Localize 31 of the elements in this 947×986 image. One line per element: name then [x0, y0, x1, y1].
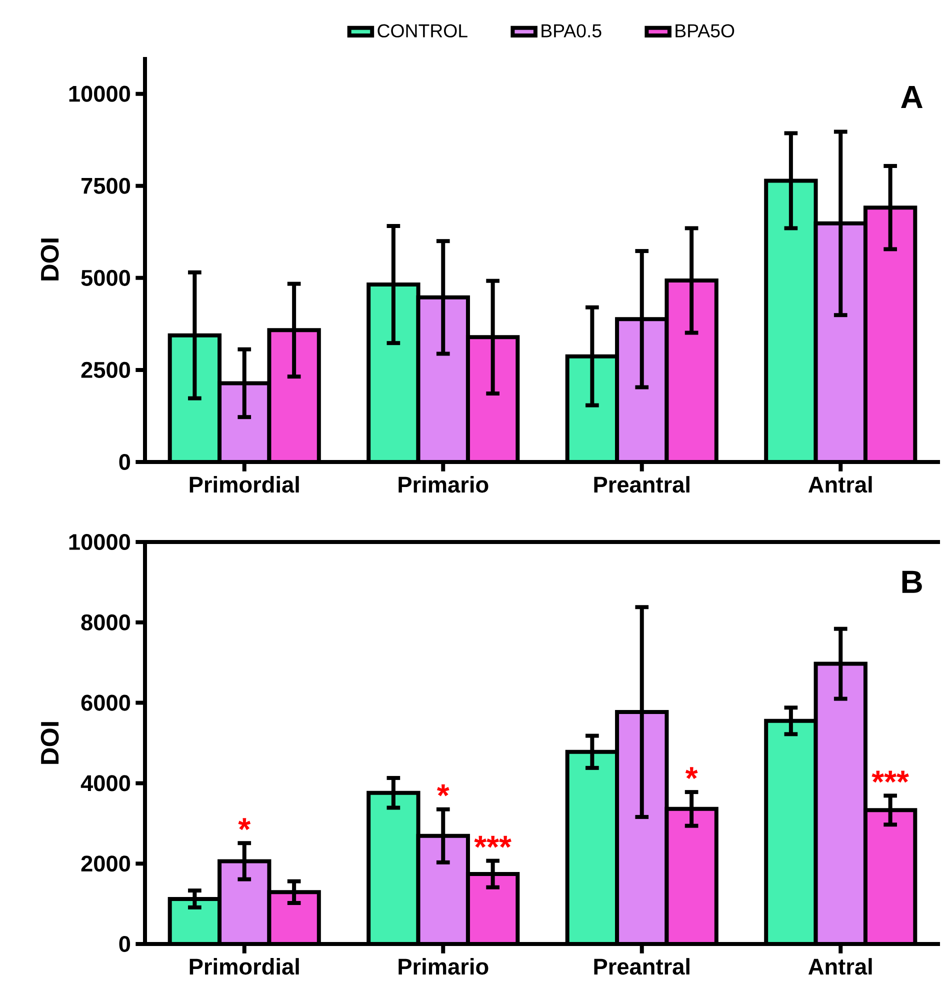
- y-tick-label: 7500: [82, 178, 130, 194]
- x-tick-label: Primordial: [190, 958, 299, 975]
- y-tick-label: 0: [119, 454, 130, 470]
- x-tick-label: Preantral: [594, 476, 690, 493]
- annotation: ***: [872, 770, 909, 783]
- legend-label: BPA0.5: [542, 24, 602, 38]
- y-tick-label: 0: [119, 936, 130, 952]
- y-tick-label: 10000: [69, 86, 130, 102]
- annotation: *: [436, 784, 450, 796]
- y-tick-label: 5000: [81, 270, 130, 286]
- x-tick-label: Primordial: [190, 476, 299, 493]
- x-tick-label: Primario: [398, 958, 488, 975]
- x-tick-label: Preantral: [594, 958, 690, 975]
- y-tick-label: 2000: [81, 856, 130, 872]
- y-tick-label: 4000: [80, 775, 130, 792]
- y-axis-title: DOI: [40, 722, 59, 764]
- annotation: ***: [474, 836, 512, 848]
- annotation: A: [901, 86, 923, 108]
- annotation: *: [685, 767, 698, 780]
- legend-label: BPA5O: [676, 24, 734, 38]
- x-tick-label: Antral: [808, 476, 872, 493]
- y-tick-label: 8000: [81, 614, 130, 630]
- y-tick-label: 6000: [81, 694, 130, 711]
- y-axis-title: DOI: [40, 238, 59, 280]
- y-tick-label: 10000: [69, 534, 130, 550]
- y-tick-label: 2500: [81, 362, 130, 378]
- annotation: *: [238, 818, 251, 830]
- x-tick-label: Antral: [808, 958, 872, 975]
- x-tick-label: Primario: [398, 476, 488, 493]
- legend-label: CONTROL: [378, 24, 468, 38]
- annotation: B: [902, 570, 922, 593]
